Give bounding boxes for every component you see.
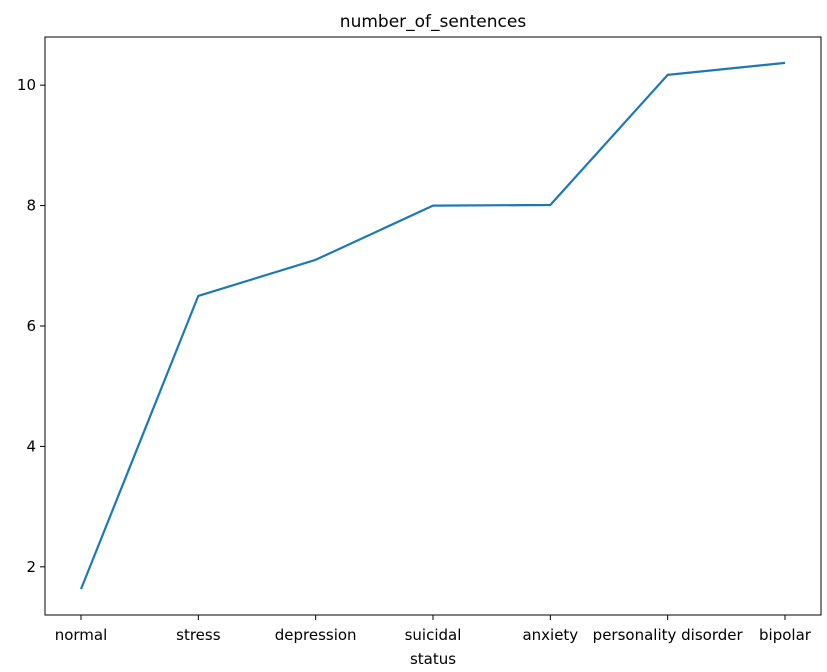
x-tick-label: personality disorder: [593, 626, 744, 644]
y-tick-label: 6: [26, 317, 36, 335]
x-axis: normal stress depression suicidal anxiety per…: [55, 615, 812, 644]
x-axis-title: status: [410, 650, 456, 668]
x-tick-label: normal: [55, 626, 108, 644]
y-tick-label: 2: [26, 558, 36, 576]
y-tick-label: 10: [17, 76, 36, 94]
chart-title: number_of_sentences: [340, 12, 527, 32]
y-tick-label: 8: [26, 197, 36, 215]
x-tick-label: stress: [176, 626, 221, 644]
x-tick-label: depression: [275, 626, 357, 644]
x-tick-label: anxiety: [522, 626, 578, 644]
x-tick-label: suicidal: [405, 626, 462, 644]
x-tick-label: bipolar: [759, 626, 812, 644]
y-tick-label: 4: [26, 437, 36, 455]
plot-frame: [44, 36, 822, 616]
y-axis: 2 4 6 8 10: [17, 76, 45, 576]
series-line: [79, 61, 786, 590]
